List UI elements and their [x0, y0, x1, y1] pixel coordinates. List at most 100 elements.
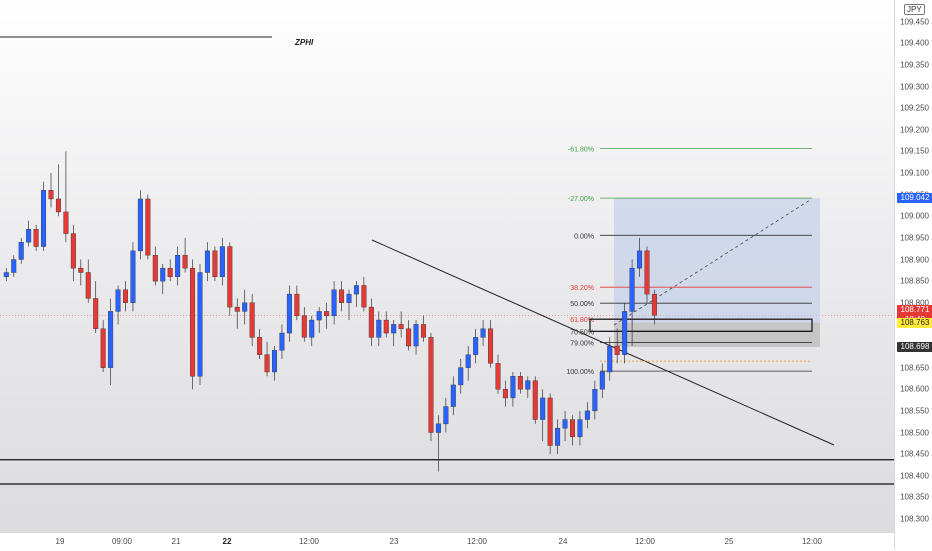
time-tick-label: 25: [724, 537, 734, 546]
price-tick-label: 109.450: [900, 17, 929, 27]
fib-level-label: 79.00%: [570, 341, 594, 348]
candle-body: [294, 293, 300, 316]
price-tick-label: 109.000: [900, 211, 929, 221]
price-tick-label: 108.850: [900, 276, 929, 286]
price-tag: 108.763: [897, 317, 932, 328]
fib-level-label: 61.80%: [570, 317, 594, 324]
candle-body: [584, 410, 590, 420]
candle-body: [592, 389, 598, 412]
price-tick-label: 109.400: [900, 38, 929, 48]
candle-body: [532, 380, 538, 420]
price-tick-label: 109.300: [900, 82, 929, 91]
candle-body: [629, 267, 635, 312]
candle-body: [115, 289, 121, 312]
candle-body: [48, 190, 54, 200]
candle-body: [562, 419, 568, 429]
price-tick-label: 108.900: [900, 255, 929, 264]
candle-body: [622, 311, 628, 355]
price-tick-label: 108.650: [900, 363, 929, 373]
candle-body: [167, 267, 173, 278]
chart-canvas[interactable]: -61.80% -27.00% 0.00% 38.20% 50.00% 61.80% 70.…: [0, 0, 894, 532]
candle-body: [577, 419, 583, 438]
fib-level-label: 50.00%: [570, 301, 594, 308]
candle-body: [540, 397, 546, 420]
candle-body: [204, 250, 210, 273]
candle-body: [249, 302, 255, 338]
price-tick-label: 109.100: [900, 168, 929, 178]
candle-body: [11, 259, 17, 273]
candle-body: [637, 250, 643, 269]
candle-body: [465, 354, 471, 368]
candle-body: [488, 328, 494, 364]
fib-zone-box: [589, 318, 813, 332]
stop-zone: [614, 322, 820, 347]
price-tick-label: 108.350: [900, 492, 929, 502]
candle-body: [41, 190, 47, 247]
candle-body: [376, 319, 382, 338]
fib-level-label: 0.00%: [574, 233, 594, 240]
candle-body: [421, 324, 427, 338]
candle-body: [480, 328, 486, 338]
price-tick-label: 108.550: [900, 406, 929, 416]
candle-body: [473, 337, 479, 355]
chart-pane[interactable]: -61.80% -27.00% 0.00% 38.20% 50.00% 61.80% 70.…: [0, 0, 894, 532]
candle-body: [70, 233, 76, 269]
candle-body: [599, 371, 605, 390]
candle-body: [614, 345, 620, 355]
currency-badge[interactable]: JPY: [904, 4, 925, 15]
price-tick-label: 109.200: [900, 125, 929, 135]
price-tick-label: 108.500: [900, 428, 929, 438]
candle-body: [190, 267, 196, 377]
candle-body: [391, 324, 397, 334]
candle-body: [219, 246, 225, 278]
candle-body: [383, 319, 389, 334]
time-tick-label: 21: [171, 537, 181, 546]
time-axis[interactable]: 19 09:00 21 22 12:00 23 12:00 24 12:00 25 12:00: [0, 532, 894, 551]
candle-body: [525, 380, 531, 390]
price-tick-label: 108.950: [900, 233, 929, 243]
candle-body: [495, 363, 501, 390]
candle-body: [406, 328, 412, 347]
fib-level-label: 38.20%: [570, 285, 594, 292]
candle-body: [63, 211, 69, 234]
candle-body: [212, 250, 218, 278]
candle-body: [234, 306, 240, 312]
time-tick-label: 12:00: [634, 537, 656, 546]
candle-body: [264, 354, 270, 373]
fib-level-label: 100.00%: [566, 369, 594, 376]
candle-body: [443, 406, 449, 425]
time-tick-label: 19: [55, 537, 65, 546]
price-axis[interactable]: 109.450 109.400 109.350 109.300 109.250 109.2…: [894, 0, 932, 550]
time-tick-label: 24: [558, 537, 568, 546]
time-tick-label: 12:00: [801, 537, 823, 546]
candle-body: [279, 332, 285, 351]
candle-body: [3, 272, 9, 278]
candle-body: [331, 289, 337, 316]
candle-body: [353, 285, 359, 295]
candle-body: [100, 328, 106, 368]
candle-body: [458, 367, 464, 386]
candle-body: [555, 427, 561, 446]
candle-body: [286, 293, 292, 334]
time-tick-label: 22: [222, 537, 232, 546]
candle-body: [547, 397, 553, 446]
indicator-label: ZPHI: [295, 38, 314, 47]
candle-body: [368, 306, 374, 338]
candle-body: [85, 272, 91, 299]
candle-body: [160, 267, 166, 282]
candle-body: [339, 289, 345, 303]
candle-body: [607, 345, 613, 373]
candle-body: [242, 302, 248, 312]
candle-body: [398, 324, 404, 329]
projection-line: [613, 199, 811, 326]
candle-body: [413, 324, 419, 347]
candle-body: [18, 242, 24, 260]
price-tick-label: 108.600: [900, 384, 929, 394]
candle-body: [435, 423, 441, 433]
candle-body: [651, 293, 657, 316]
candle-body: [361, 285, 367, 308]
candle-body: [108, 311, 114, 368]
price-tick-label: 109.150: [900, 146, 929, 156]
price-tick-label: 108.800: [900, 298, 929, 308]
candle-body: [182, 254, 188, 269]
